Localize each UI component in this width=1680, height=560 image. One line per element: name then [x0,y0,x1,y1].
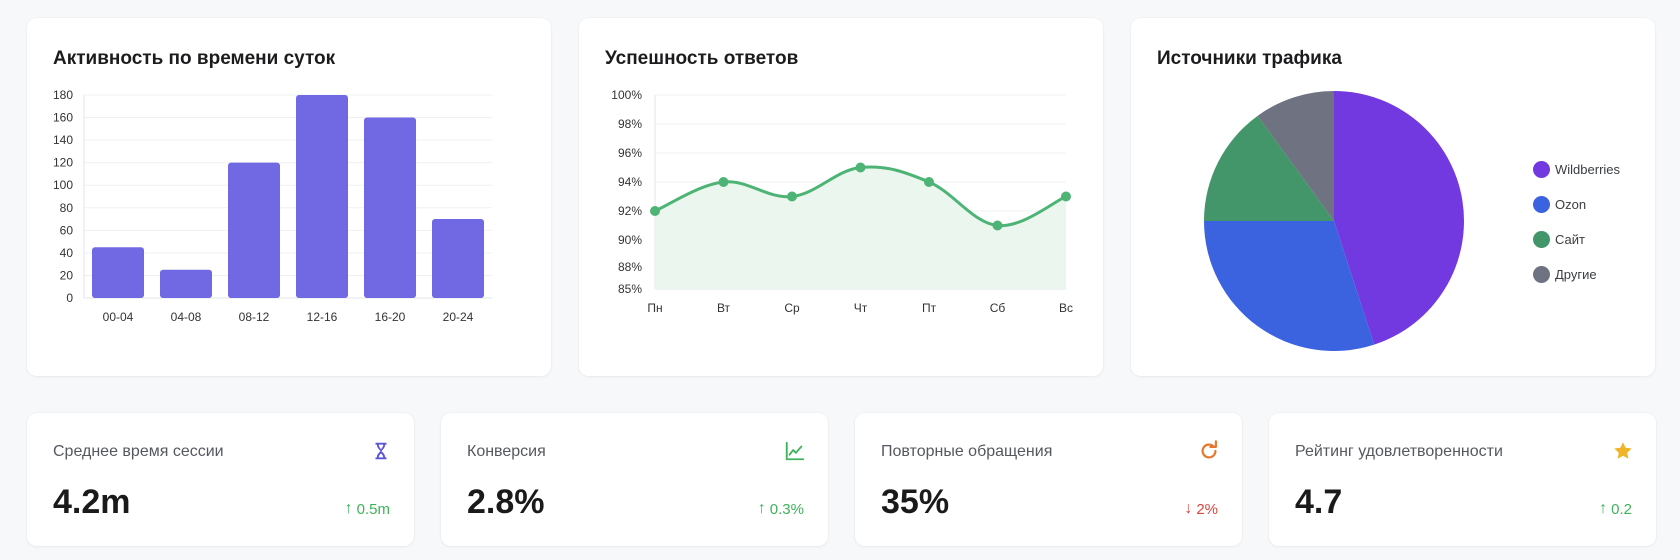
y-tick-label: 88% [618,260,642,274]
line-point-Вс[interactable] [1061,191,1071,202]
y-tick-label: 180 [53,88,73,102]
kpi-label: Рейтинг удовлетворенности [1295,443,1503,460]
line-point-Пт[interactable] [924,177,934,187]
activity-chart-title: Активность по времени суток [53,48,336,69]
y-tick-label: 98% [618,117,642,131]
success-line-chart: 85% 88% 90% 92% 94% 96% 98% 100% Пн Вт Ср Чт Пт Сб Вс [611,88,1073,315]
legend-label: Ozon [1555,197,1587,212]
arrow-up-icon: ↑ [344,500,353,517]
bar-00-04[interactable] [92,247,144,298]
x-tick-label: 04-08 [171,310,202,324]
legend-swatch-wildberries [1533,161,1550,178]
legend-item-other[interactable]: Другие [1533,257,1620,292]
kpi-card-repeat-requests: Повторные обращения 35% ↓ 2% [855,413,1242,546]
bar-20-24[interactable] [432,219,484,298]
bar-16-20[interactable] [364,117,416,298]
x-tick-label: Ср [784,301,800,315]
kpi-label: Повторные обращения [881,443,1053,460]
kpi-delta-value: 0.5m [356,500,390,518]
kpi-card-satisfaction: Рейтинг удовлетворенности 4.7 ↑ 0.2 [1269,413,1656,546]
x-tick-label: Сб [990,301,1006,315]
kpi-value: 4.2m [53,483,131,521]
legend-swatch-site [1533,231,1550,248]
x-tick-label: 00-04 [103,310,134,324]
x-tick-label: 16-20 [375,310,406,324]
kpi-value: 2.8% [467,483,545,521]
kpi-value: 4.7 [1295,483,1343,521]
legend-label: Сайт [1555,232,1585,247]
bar-12-16[interactable] [296,95,348,298]
pie-slice-Сайт[interactable] [1204,115,1334,221]
x-tick-label: Пн [647,301,662,315]
kpi-delta: ↓ 2% [1184,500,1218,518]
legend-item-site[interactable]: Сайт [1533,222,1620,257]
line-point-Пн[interactable] [650,206,660,216]
kpi-value: 35% [881,483,950,521]
traffic-pie-chart [1204,91,1464,352]
kpi-delta-value: 0.3% [769,500,804,518]
pie-slice-Ozon[interactable] [1204,221,1375,352]
hourglass-icon [375,442,387,460]
legend-swatch-ozon [1533,196,1550,213]
activity-bar-chart: 0 20 40 60 80 100 120 140 160 180 00-04 04-08 08-12 1… [53,88,492,324]
y-tick-label: 96% [618,146,642,160]
kpi-card-session-time: Среднее время сессии 4.2m ↑ 0.5m [27,413,414,546]
x-tick-label: 12-16 [307,310,338,324]
arrow-up-icon: ↑ [1599,500,1608,517]
legend-label: Другие [1555,267,1597,282]
x-tick-label: 08-12 [239,310,270,324]
kpi-card-conversion: Конверсия 2.8% ↑ 0.3% [441,413,828,546]
bar-04-08[interactable] [160,269,212,298]
y-tick-label: 100 [53,178,73,192]
kpi-label: Среднее время сессии [53,443,224,460]
legend-label: Wildberries [1555,162,1621,177]
y-tick-label: 60 [60,223,74,237]
success-chart-card: Успешность ответов 85% 88% 90% 92% 94% 96% 98%… [579,18,1103,376]
line-point-Ср[interactable] [787,191,797,202]
legend-item-wildberries[interactable]: Wildberries [1533,152,1620,187]
x-tick-label: Чт [854,301,868,315]
y-tick-label: 160 [53,111,73,125]
traffic-legend: Wildberries Ozon Сайт Другие [1533,152,1620,292]
y-tick-label: 0 [66,291,73,305]
kpi-delta-value: 0.2 [1611,500,1632,518]
kpi-label: Конверсия [467,443,546,460]
y-tick-label: 40 [60,246,74,260]
x-tick-label: Вс [1059,301,1073,315]
y-tick-label: 100% [611,88,642,102]
kpi-delta: ↑ 0.2 [1599,500,1632,518]
y-tick-label: 92% [618,204,642,218]
pie-slice-Другие[interactable] [1257,91,1334,221]
star-icon [1614,442,1632,459]
x-tick-label: Пт [922,301,937,315]
line-area-fill [655,166,1066,289]
refresh-icon [1201,440,1217,459]
arrow-down-icon: ↓ [1184,500,1193,517]
bar-08-12[interactable] [228,162,280,298]
y-tick-label: 140 [53,133,73,147]
activity-chart-card: Активность по времени суток 0 20 40 60 80 100… [27,18,551,376]
traffic-chart-card: Источники трафика Wildberries Ozon Сайт … [1131,18,1655,376]
y-tick-label: 20 [60,268,74,282]
line-point-Сб[interactable] [992,220,1003,231]
chart-line-icon [785,441,805,461]
success-chart-title: Успешность ответов [605,48,799,69]
y-tick-label: 85% [618,282,642,296]
kpi-delta-value: 2% [1196,500,1218,518]
line-point-Чт[interactable] [855,162,866,173]
legend-item-ozon[interactable]: Ozon [1533,187,1620,222]
pie-slice-Wildberries[interactable] [1334,91,1464,345]
x-tick-label: Вт [717,301,731,315]
arrow-up-icon: ↑ [757,500,766,517]
y-tick-label: 80 [60,201,74,215]
legend-swatch-other [1533,266,1550,283]
x-tick-label: 20-24 [443,310,474,324]
kpi-delta: ↑ 0.5m [345,500,390,518]
kpi-delta: ↑ 0.3% [758,500,804,518]
y-tick-label: 94% [618,175,642,189]
y-tick-label: 120 [53,156,73,170]
y-tick-label: 90% [618,233,642,247]
traffic-chart-title: Источники трафика [1157,48,1342,69]
line-point-Вт[interactable] [718,177,729,187]
